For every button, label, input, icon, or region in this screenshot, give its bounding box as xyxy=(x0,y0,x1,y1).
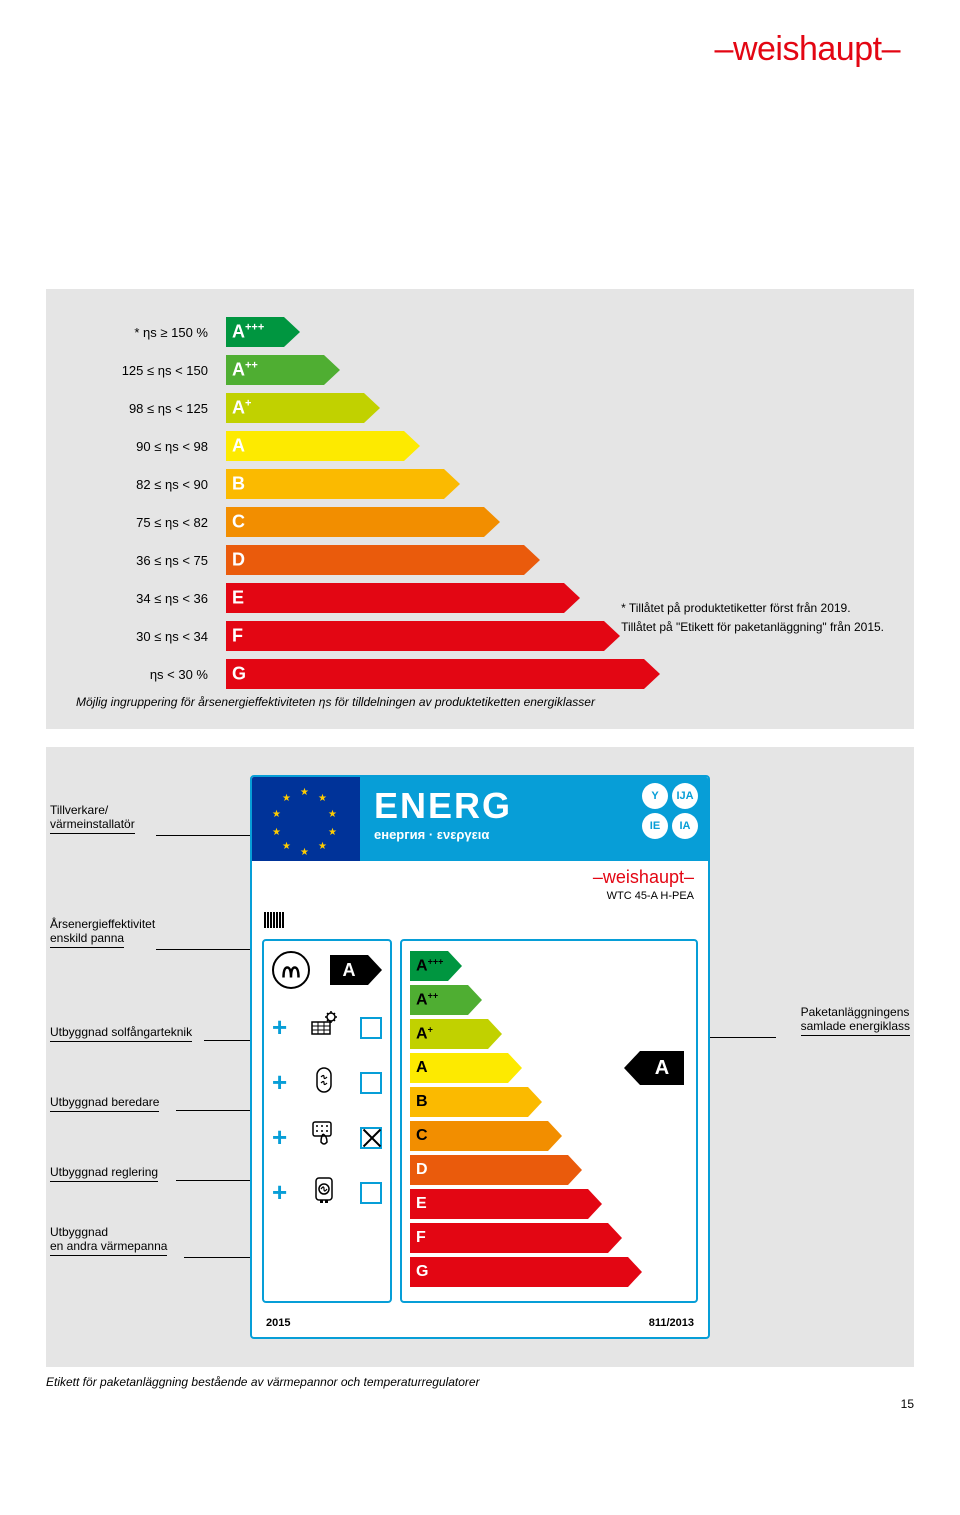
label-left-column: A + + xyxy=(262,939,392,1303)
brand-logo: –weishaupt– xyxy=(715,30,900,68)
solar-icon xyxy=(306,1010,342,1045)
mini-energy-row: A+ xyxy=(410,1019,688,1049)
class-arrow: G xyxy=(226,659,660,689)
mini-energy-row: C xyxy=(410,1121,688,1151)
class-arrow: F xyxy=(226,621,620,651)
mini-energy-row: D xyxy=(410,1155,688,1185)
class-arrow: A xyxy=(226,431,420,461)
range-text: 98 ≤ ηs < 125 xyxy=(76,401,226,416)
range-text: * ηs ≥ 150 % xyxy=(76,325,226,340)
plus-icon: + xyxy=(272,1122,287,1153)
eu-flag-icon: ★ ★ ★ ★ ★ ★ ★ ★ ★ ★ xyxy=(252,777,360,861)
class-arrow: A+ xyxy=(226,393,380,423)
callout-control: Utbyggnad reglering xyxy=(50,1165,158,1182)
energy-label: ★ ★ ★ ★ ★ ★ ★ ★ ★ ★ ENERG енергия · ενερ… xyxy=(250,775,710,1339)
mini-energy-row: A+++ xyxy=(410,951,688,981)
mini-energy-row: AA xyxy=(410,1053,688,1083)
callout-package-class: Paketanläggningens samlade energiklass xyxy=(801,1005,910,1036)
checkbox-control-checked xyxy=(360,1127,382,1149)
tank-icon xyxy=(306,1065,342,1100)
bubble: Y xyxy=(642,783,668,809)
energy-row: 82 ≤ ηs < 90B xyxy=(76,467,884,501)
mini-energy-row: E xyxy=(410,1189,688,1219)
range-text: ηs < 30 % xyxy=(76,667,226,682)
label-model: WTC 45-A H-PEA xyxy=(252,890,708,910)
heating-icon xyxy=(272,951,310,989)
mini-energy-row: G xyxy=(410,1257,688,1287)
class-arrow: A++ xyxy=(226,355,340,385)
energy-row: 125 ≤ ηs < 150A++ xyxy=(76,353,884,387)
chart-notes: * Tillåtet på produktetiketter först frå… xyxy=(621,599,884,637)
range-text: 90 ≤ ηs < 98 xyxy=(76,439,226,454)
callout-storage: Utbyggnad beredare xyxy=(50,1095,159,1112)
page-header: –weishaupt– xyxy=(0,0,960,69)
radiator-icon xyxy=(252,910,708,939)
checkbox-boiler2 xyxy=(360,1182,382,1204)
boiler-icon xyxy=(306,1175,342,1210)
class-arrow: E xyxy=(226,583,580,613)
bubble: IE xyxy=(642,813,668,839)
label-year: 2015 xyxy=(266,1317,290,1329)
callout-second-boiler: Utbyggnad en andra värmepanna xyxy=(50,1225,167,1256)
note-line-1: * Tillåtet på produktetiketter först frå… xyxy=(621,599,884,618)
range-text: 36 ≤ ηs < 75 xyxy=(76,553,226,568)
plus-icon: + xyxy=(272,1067,287,1098)
range-text: 82 ≤ ηs < 90 xyxy=(76,477,226,492)
energy-class-chart: * ηs ≥ 150 %A+++ 125 ≤ ηs < 150A++ 98 ≤ ηs… xyxy=(46,289,914,729)
mini-energy-row: B xyxy=(410,1087,688,1117)
energy-row: 90 ≤ ηs < 98A xyxy=(76,429,884,463)
class-arrow: D xyxy=(226,545,540,575)
control-icon xyxy=(306,1120,342,1155)
bubble: IA xyxy=(672,813,698,839)
callout-manufacturer: Tillverkare/ värmeinstallatör xyxy=(50,803,135,834)
label-right-column: A+++ A++ A+ AA BCDEFG xyxy=(400,939,698,1303)
energy-row: * ηs ≥ 150 %A+++ xyxy=(76,315,884,349)
package-label-panel: Tillverkare/ värmeinstallatör Årsenergie… xyxy=(46,747,914,1367)
mini-energy-row: A++ xyxy=(410,985,688,1015)
checkbox-solar xyxy=(360,1017,382,1039)
callout-solar: Utbyggnad solfångarteknik xyxy=(50,1025,192,1042)
class-arrow: A+++ xyxy=(226,317,300,347)
label-footer: 2015 811/2013 xyxy=(252,1311,708,1337)
plus-icon: + xyxy=(272,1012,287,1043)
energy-row: ηs < 30 %G xyxy=(76,657,884,691)
checkbox-tank xyxy=(360,1072,382,1094)
range-text: 125 ≤ ηs < 150 xyxy=(76,363,226,378)
chart-footnote: Möjlig ingruppering för årsenergieffekti… xyxy=(76,695,884,709)
energy-row: 75 ≤ ηs < 82C xyxy=(76,505,884,539)
class-arrow: B xyxy=(226,469,460,499)
mini-energy-row: F xyxy=(410,1223,688,1253)
energy-row: 98 ≤ ηs < 125A+ xyxy=(76,391,884,425)
energ-bubbles: Y IJA IE IA xyxy=(642,783,698,839)
range-text: 30 ≤ ηs < 34 xyxy=(76,629,226,644)
boiler-class-arrow: A xyxy=(330,955,382,985)
package-class-pointer: A xyxy=(624,1051,684,1085)
bubble: IJA xyxy=(672,783,698,809)
label-brand: –weishaupt– xyxy=(593,867,694,888)
energ-header: ★ ★ ★ ★ ★ ★ ★ ★ ★ ★ ENERG енергия · ενερ… xyxy=(252,777,708,861)
energy-row: 36 ≤ ηs < 75D xyxy=(76,543,884,577)
range-text: 34 ≤ ηs < 36 xyxy=(76,591,226,606)
note-line-2: Tillåtet på "Etikett för paketanläggning… xyxy=(621,618,884,637)
bottom-caption: Etikett för paketanläggning bestående av… xyxy=(46,1375,914,1389)
label-regulation: 811/2013 xyxy=(649,1317,694,1329)
callout-single-boiler: Årsenergieffektivitet enskild panna xyxy=(50,917,155,948)
range-text: 75 ≤ ηs < 82 xyxy=(76,515,226,530)
page-number: 15 xyxy=(0,1397,914,1411)
class-arrow: C xyxy=(226,507,500,537)
plus-icon: + xyxy=(272,1177,287,1208)
